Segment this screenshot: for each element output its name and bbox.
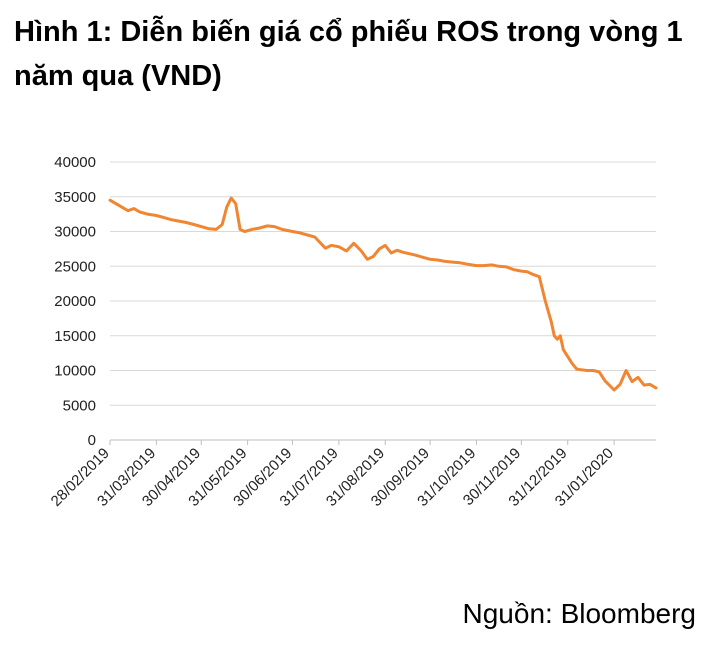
price-line-chart: 0 5000 10000 15000 20000 25000 30000 35000 40000… bbox=[48, 154, 658, 510]
x-axis-ticks: 28/02/201931/03/201930/04/201931/05/2019… bbox=[48, 445, 617, 510]
series-layer bbox=[108, 196, 658, 392]
series-line-ros-price bbox=[108, 196, 658, 392]
gridlines bbox=[110, 161, 656, 406]
y-axis-ticks: 0 5000 10000 15000 20000 25000 30000 35000 40000 bbox=[54, 154, 96, 449]
y-tick-label: 0 bbox=[88, 432, 96, 449]
source-note: Nguồn: Bloomberg bbox=[462, 598, 696, 629]
y-tick-label: 5000 bbox=[63, 397, 96, 414]
y-tick-label: 20000 bbox=[54, 293, 96, 310]
y-tick-label: 25000 bbox=[54, 258, 96, 275]
y-tick-label: 35000 bbox=[54, 189, 96, 206]
y-tick-label: 10000 bbox=[54, 363, 96, 380]
y-tick-label: 15000 bbox=[54, 328, 96, 345]
axes bbox=[109, 439, 656, 445]
y-tick-label: 30000 bbox=[54, 224, 96, 241]
y-tick-label: 40000 bbox=[54, 154, 96, 171]
chart-title: Hình 1: Diễn biến giá cổ phiếu ROS trong… bbox=[14, 16, 683, 92]
